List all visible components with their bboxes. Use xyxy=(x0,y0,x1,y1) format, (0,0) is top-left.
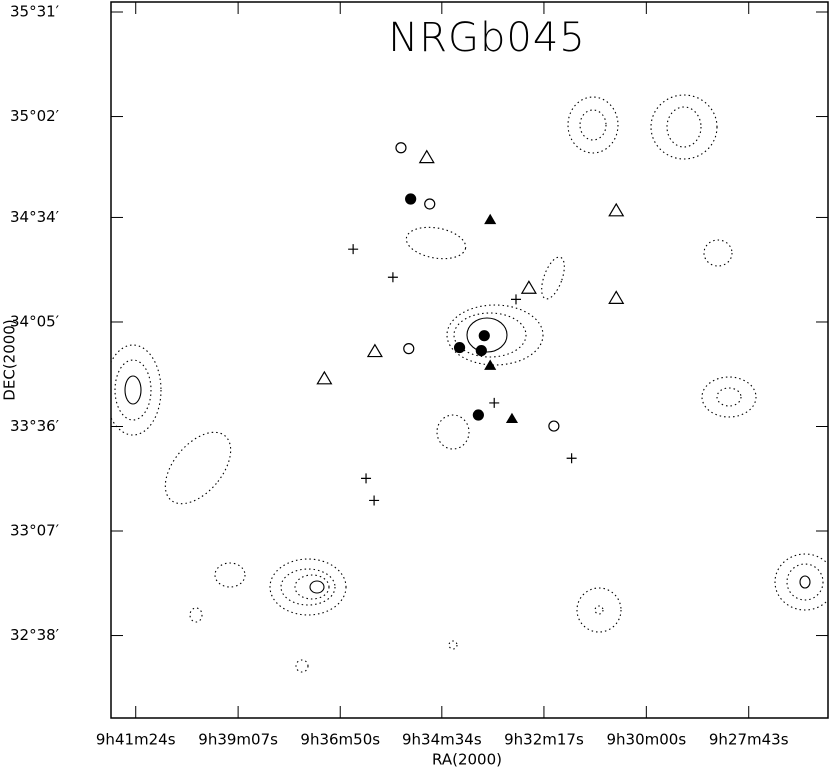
point xyxy=(424,198,436,210)
y-tick-label: 32°38′ xyxy=(10,626,60,644)
point xyxy=(316,370,333,385)
x-tick-label: 9h36m50s xyxy=(300,731,380,749)
point xyxy=(472,409,484,421)
y-tick-label: 35°02′ xyxy=(10,107,60,125)
point xyxy=(387,272,398,283)
y-tick-label: 35°31′ xyxy=(10,3,60,21)
point xyxy=(505,412,519,424)
x-tick-label: 9h39m07s xyxy=(198,731,278,749)
x-tick-label: 9h27m43s xyxy=(709,731,789,749)
y-tick-label: 34°34′ xyxy=(10,208,60,226)
x-tick-label: 9h41m24s xyxy=(96,731,176,749)
point xyxy=(566,453,577,464)
point xyxy=(478,330,490,342)
point xyxy=(520,280,537,294)
point xyxy=(418,149,435,164)
y-tick-label: 34°05′ xyxy=(10,312,60,330)
x-tick-label: 9h30m00s xyxy=(607,731,687,749)
y-tick-label: 33°07′ xyxy=(10,522,60,540)
point xyxy=(548,420,560,432)
point xyxy=(348,244,359,255)
chart-title: NRGb045 xyxy=(388,15,585,61)
point xyxy=(395,142,407,154)
x-tick-label: 9h34m34s xyxy=(402,731,482,749)
point xyxy=(484,359,497,370)
y-tick-label: 33°36′ xyxy=(10,417,60,435)
point xyxy=(453,341,466,354)
frame xyxy=(110,1,829,719)
point xyxy=(361,473,372,484)
point xyxy=(608,290,625,304)
point xyxy=(403,343,415,355)
point xyxy=(489,397,500,408)
point xyxy=(608,202,625,217)
point xyxy=(484,213,497,225)
x-axis-label: RA(2000) xyxy=(432,751,502,769)
contours xyxy=(111,94,828,673)
point xyxy=(366,343,383,358)
point xyxy=(510,294,521,305)
point xyxy=(369,495,380,506)
y-axis-label: DEC(2000) xyxy=(1,319,19,400)
point xyxy=(475,344,487,357)
x-tick-label: 9h32m17s xyxy=(504,731,584,749)
point xyxy=(405,193,417,205)
